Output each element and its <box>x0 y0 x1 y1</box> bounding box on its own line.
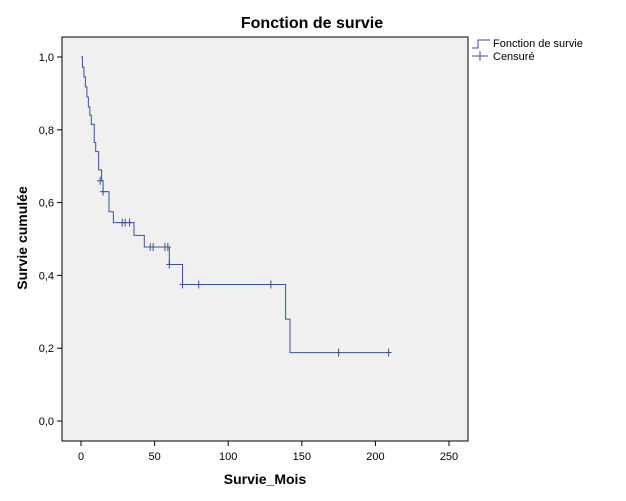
y-tick-label: 0,6 <box>39 198 54 210</box>
x-tick-label: 100 <box>219 451 237 463</box>
censor-marks <box>97 176 392 357</box>
legend-line-symbol <box>472 39 490 49</box>
y-tick-label: 1,0 <box>39 52 54 64</box>
x-tick-label: 200 <box>366 451 384 463</box>
legend: Fonction de survie Censuré <box>472 38 583 63</box>
y-tick-label: 0,8 <box>39 125 54 137</box>
chart-title: Fonction de survie <box>241 15 383 32</box>
y-tick-label: 0,4 <box>39 270 54 282</box>
y-axis-label: Survie cumulée <box>14 186 30 290</box>
x-axis: 0 50 100 150 200 250 <box>78 441 458 463</box>
legend-item-censored: Censuré <box>493 51 535 63</box>
x-tick-label: 50 <box>148 451 160 463</box>
y-tick-label: 0,2 <box>39 343 54 355</box>
x-axis-label: Survie_Mois <box>224 471 307 487</box>
x-tick-label: 250 <box>440 451 458 463</box>
legend-item-survival: Fonction de survie <box>493 38 583 50</box>
y-axis: 0,0 0,2 0,4 0,6 0,8 1,0 <box>39 52 62 428</box>
x-tick-label: 0 <box>78 451 84 463</box>
plot-area <box>61 36 469 442</box>
y-tick-label: 0,0 <box>39 416 54 428</box>
x-tick-label: 150 <box>293 451 311 463</box>
